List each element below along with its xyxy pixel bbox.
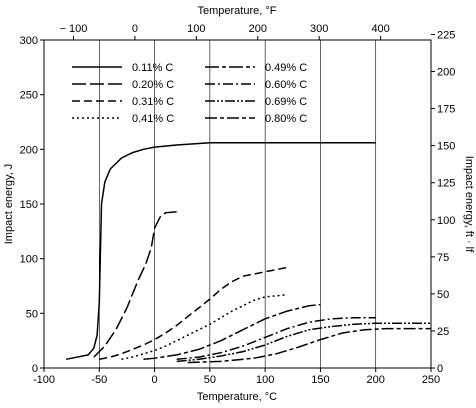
series-line-0-31-C: [99, 266, 288, 361]
top-tick-label: 200: [249, 23, 267, 35]
legend: 0.11% C 0.20% C 0.31% C 0.41% C 0.49% C 0.60%…: [72, 62, 307, 125]
right-tick-label: 125: [437, 178, 455, 190]
y-tick-label: 200: [20, 144, 38, 156]
legend-label: 0.49% C: [265, 62, 307, 74]
y-tick-label: 100: [20, 254, 38, 266]
y-tick-label: 50: [26, 308, 38, 320]
y-tick-label: 300: [20, 35, 38, 47]
x-tick-label: 200: [367, 374, 385, 386]
legend-label: 0.80% C: [265, 113, 307, 125]
x-tick-label: -100: [33, 374, 55, 386]
x-tick-label: 0: [152, 374, 158, 386]
legend-label: 0.20% C: [132, 79, 174, 91]
y-tick-label: 250: [20, 90, 38, 102]
legend-label: 0.11% C: [132, 62, 173, 74]
top-x-axis-title: Temperature, °F: [198, 5, 277, 17]
x-tick-label: -50: [91, 374, 107, 386]
x-tick-label: 100: [256, 374, 274, 386]
right-tick-label: 25: [437, 326, 449, 338]
y-axis-title: Impact energy, J: [3, 164, 15, 245]
axis-ticks: -100 -50 0 50 100 150 200 250050100150200250300…: [20, 23, 456, 386]
top-tick-label: 0: [132, 23, 138, 35]
series-line-0-41-C: [121, 293, 288, 361]
right-tick-label: 225: [437, 29, 455, 41]
y-tick-label: 150: [20, 199, 38, 211]
legend-label: 0.60% C: [265, 79, 307, 91]
series-line-0-11-C: [65, 142, 376, 361]
x-tick-label: 250: [422, 374, 440, 386]
top-tick-label: 100: [187, 23, 205, 35]
legend-label: 0.31% C: [132, 96, 174, 108]
series-line-0-80-C: [187, 327, 431, 364]
series-line-0-60-C: [176, 316, 376, 361]
right-tick-label: 75: [437, 252, 449, 264]
series-line-0-20-C: [93, 210, 177, 358]
top-tick-label: 300: [310, 23, 328, 35]
right-tick-label: 100: [437, 215, 455, 227]
top-tick-label: − 100: [60, 23, 88, 35]
right-tick-label: 50: [437, 289, 449, 301]
series-lines: [65, 142, 431, 364]
top-tick-label: 400: [371, 23, 389, 35]
right-y-axis-title: Impact energy, ft · lf: [463, 156, 475, 253]
right-tick-label: 200: [437, 67, 455, 79]
x-tick-label: 150: [311, 374, 329, 386]
x-tick-label: 50: [204, 374, 216, 386]
series-line-0-49-C: [143, 303, 321, 361]
legend-label: 0.69% C: [265, 96, 307, 108]
right-tick-label: 150: [437, 141, 455, 153]
right-tick-label: 175: [437, 104, 455, 116]
legend-label: 0.41% C: [132, 113, 174, 125]
y-tick-label: 0: [32, 363, 38, 375]
x-axis-title: Temperature, °C: [197, 391, 277, 403]
series-line-0-69-C: [176, 322, 431, 363]
right-tick-label: 0: [437, 363, 443, 375]
